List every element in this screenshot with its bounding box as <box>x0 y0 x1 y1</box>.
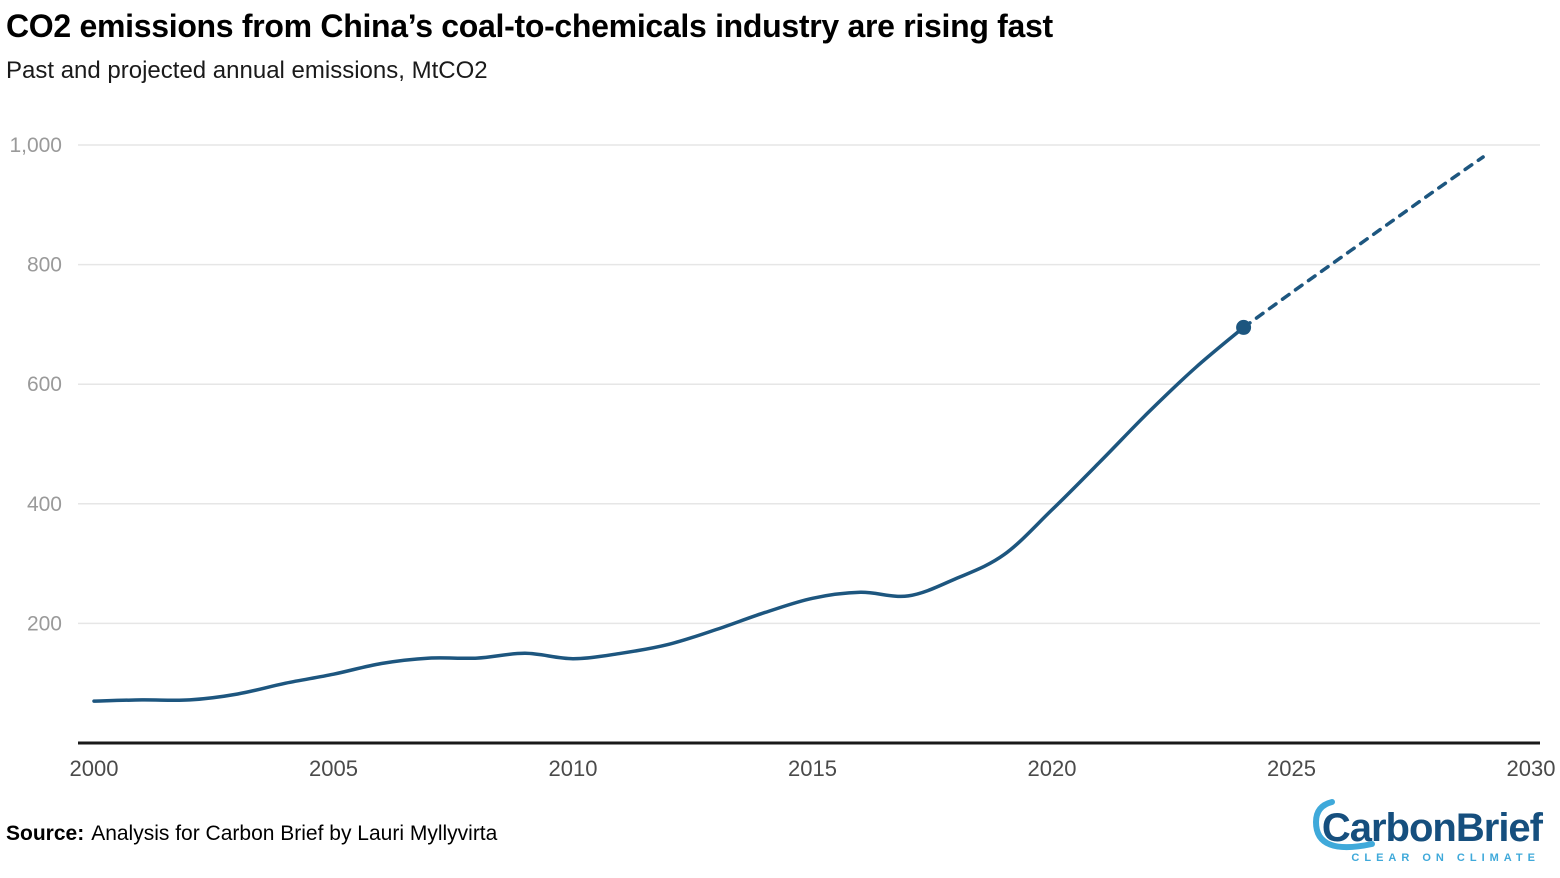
svg-text:800: 800 <box>27 254 62 277</box>
chart-area: 200 400 600 800 1,000 2000 2005 2010 2015 2020 202… <box>0 104 1560 796</box>
source-note: Source: Analysis for Carbon Brief by Laur… <box>6 822 497 846</box>
svg-text:2005: 2005 <box>309 756 358 781</box>
svg-text:2010: 2010 <box>549 756 598 781</box>
carbonbrief-logo: CarbonBrief CLEAR ON CLIMATE <box>1312 799 1543 864</box>
svg-text:2030: 2030 <box>1507 756 1556 781</box>
svg-text:200: 200 <box>27 612 62 635</box>
svg-text:2025: 2025 <box>1267 756 1316 781</box>
svg-text:1,000: 1,000 <box>9 134 62 157</box>
chart-footer: Source: Analysis for Carbon Brief by Laur… <box>6 799 1543 864</box>
svg-text:600: 600 <box>27 373 62 396</box>
chart-title: CO2 emissions from China’s coal-to-chemi… <box>6 8 1053 44</box>
emissions-line-chart: 200 400 600 800 1,000 2000 2005 2010 2015 2020 202… <box>9 134 1556 781</box>
svg-text:2000: 2000 <box>70 756 119 781</box>
source-label: Source: <box>6 822 85 845</box>
chart-subtitle: Past and projected annual emissions, MtC… <box>6 56 488 84</box>
svg-text:400: 400 <box>27 493 62 516</box>
chart-header: CO2 emissions from China’s coal-to-chemi… <box>0 0 1560 85</box>
svg-text:2020: 2020 <box>1028 756 1077 781</box>
source-text: Analysis for Carbon Brief by Lauri Mylly… <box>91 822 498 845</box>
logo-tagline: CLEAR ON CLIMATE <box>1351 852 1540 864</box>
svg-text:2015: 2015 <box>788 756 837 781</box>
logo-wordmark: CarbonBrief <box>1321 806 1543 850</box>
